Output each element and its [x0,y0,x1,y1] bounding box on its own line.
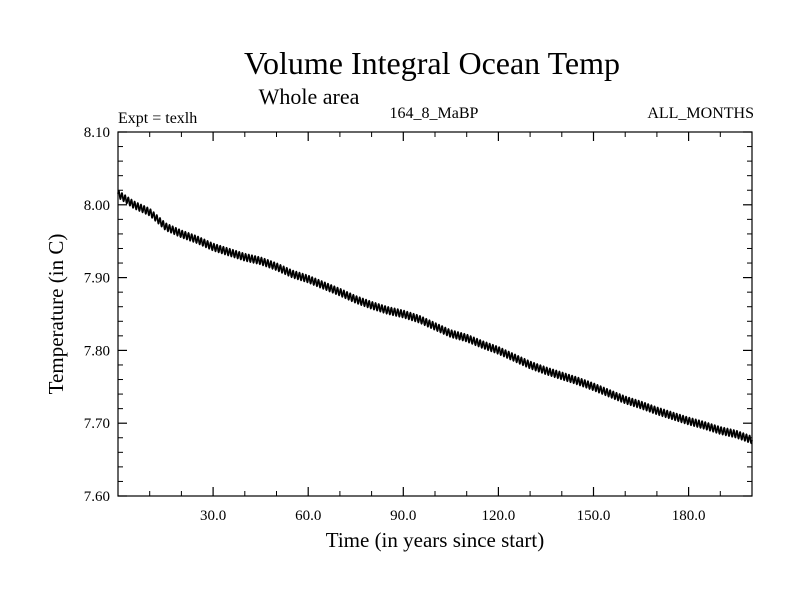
x-tick-label: 30.0 [200,508,226,524]
y-tick-label: 7.70 [84,416,110,432]
x-tick-label: 120.0 [482,508,516,524]
x-tick-label: 180.0 [672,508,706,524]
series-group [117,189,753,445]
annotation-months: ALL_MONTHS [647,105,754,122]
x-tick-label: 90.0 [390,508,416,524]
annotation-period: 164_8_MaBP [390,105,479,122]
chart-subtitle: Whole area [259,84,360,109]
chart-title: Volume Integral Ocean Temp [244,45,620,81]
plot-frame [117,131,753,497]
x-axis-ticks: 30.0 60.0 90.0 120.0 150.0 180.0 [149,132,721,524]
x-tick-label: 60.0 [295,508,321,524]
y-tick-label: 8.10 [84,125,110,141]
y-tick-label: 7.90 [84,271,110,287]
y-tick-label: 7.60 [84,489,110,505]
y-axis-ticks: 7.60 7.70 7.80 7.90 8.00 8.10 [84,125,752,505]
x-tick-label: 150.0 [577,508,611,524]
x-axis-label: Time (in years since start) [326,528,545,552]
y-tick-label: 7.80 [84,343,110,359]
series-line [117,189,753,445]
annotation-experiment: Expt = texlh [118,110,197,127]
y-axis-label: Temperature (in C) [44,234,68,395]
y-tick-label: 8.00 [84,198,110,214]
